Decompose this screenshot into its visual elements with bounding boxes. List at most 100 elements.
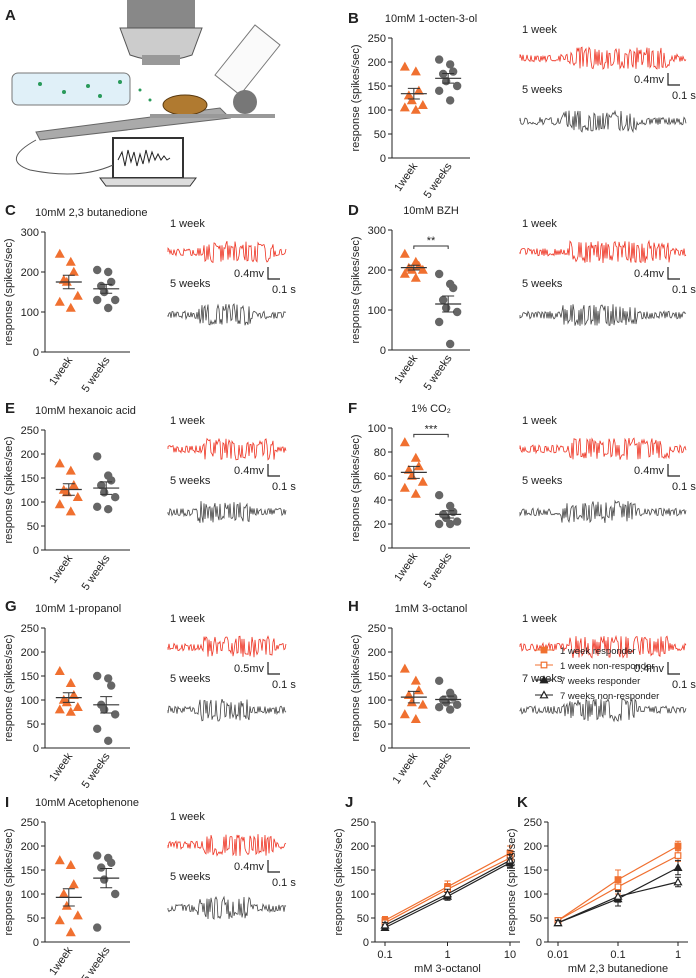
legend-label: 7 weeks non-responder [560, 691, 659, 702]
marker-circle [452, 307, 462, 317]
marker-circle [106, 277, 116, 287]
y-axis-label: response (spikes/sec) [506, 829, 518, 936]
y-tick-label: 150 [21, 473, 39, 485]
marker-triangle [65, 465, 76, 475]
panel-title: 1mM 3-octanol [395, 603, 468, 615]
y-tick-label: 200 [368, 647, 386, 659]
panel-letter: G [5, 598, 17, 615]
marker-circle [96, 863, 106, 872]
x-tick-label: 1week [392, 550, 420, 583]
scale-x-label: 0.1 s [672, 90, 696, 102]
marker-triangle [54, 704, 65, 714]
marker-circle [106, 858, 116, 868]
marker-triangle [65, 302, 76, 312]
marker-circle [92, 295, 102, 305]
trace-label: 5 weeks [522, 475, 563, 487]
marker-triangle [406, 95, 417, 105]
panel-letter: B [348, 10, 359, 27]
x-tick-label: 0.1 [610, 949, 625, 961]
sem-bar [62, 274, 75, 290]
y-tick-label: 100 [21, 307, 39, 319]
marker-triangle [54, 499, 65, 509]
scale-y-label: 0.4mv [634, 268, 664, 280]
marker-triangle [65, 677, 76, 687]
scale-y-label: 0.4mv [234, 861, 264, 873]
marker-circle [434, 519, 444, 529]
y-tick-label: 50 [27, 719, 39, 731]
scale-y-label: 0.4mv [634, 663, 664, 675]
marker-circle [452, 517, 462, 526]
marker-triangle [410, 675, 421, 685]
legend-label: 1 week non-responder [560, 661, 655, 672]
marker-circle [452, 700, 462, 710]
marker-circle [92, 671, 102, 681]
trace [519, 46, 687, 70]
trace-label: 1 week [170, 613, 205, 625]
x-tick-label: 5 weeks [80, 552, 113, 592]
marker-circle [441, 303, 451, 313]
trace-label: 5 weeks [522, 278, 563, 290]
y-tick-label: 250 [21, 623, 39, 635]
trace-label: 1 week [522, 218, 557, 230]
x-tick-label: 5 weeks [422, 352, 455, 392]
marker-triangle [673, 877, 683, 886]
y-tick-label: 200 [21, 647, 39, 659]
scale-y-label: 0.4mv [634, 465, 664, 477]
marker-triangle [673, 862, 683, 871]
marker-triangle [410, 272, 421, 282]
marker-triangle [54, 915, 65, 925]
trace-label: 5 weeks [170, 475, 211, 487]
scale-bar [667, 73, 680, 86]
y-axis-label: response (spikes/sec) [350, 635, 362, 742]
odor-tube [11, 72, 131, 106]
trace [519, 697, 687, 723]
marker-triangle [399, 709, 410, 719]
marker-triangle [54, 665, 65, 675]
scale-x-label: 0.1 s [672, 679, 696, 691]
y-tick-label: 0 [33, 347, 39, 359]
x-tick-label: 1 week [390, 750, 420, 786]
marker-triangle [54, 248, 65, 258]
microscope-body [127, 0, 195, 28]
panel-title: 10mM BZH [403, 205, 459, 217]
scale-bar [667, 464, 680, 477]
marker-circle [452, 81, 462, 91]
marker-triangle [399, 268, 410, 278]
marker-triangle [72, 491, 83, 501]
marker-triangle [417, 699, 428, 709]
x-tick-label: 5 weeks [422, 550, 455, 590]
trace [519, 437, 687, 460]
legend-label: 1 week responder [560, 646, 636, 657]
marker-triangle [65, 927, 76, 937]
marker-circle [448, 67, 458, 76]
y-tick-label: 300 [368, 225, 386, 237]
y-axis-label: response (spikes/sec) [3, 635, 15, 742]
x-tick-label: 5 weeks [80, 354, 113, 394]
y-tick-label: 300 [21, 227, 39, 239]
marker-circle [103, 736, 113, 746]
y-tick-label: 50 [530, 913, 542, 925]
x-tick-label: 1 [675, 949, 681, 961]
marker-square [674, 842, 682, 850]
stage [150, 114, 275, 118]
marker-circle [434, 86, 444, 96]
y-tick-label: 0 [33, 937, 39, 949]
scale-bar [267, 267, 280, 280]
marker-triangle [68, 879, 79, 889]
marker-triangle [58, 888, 69, 898]
significance-bracket [413, 433, 449, 438]
stage-knob [233, 90, 257, 114]
marker-triangle [406, 697, 417, 707]
x-tick-label: 1week [47, 552, 75, 585]
y-tick-label: 100 [524, 889, 542, 901]
y-tick-label: 0 [380, 345, 386, 357]
electrode-holder [214, 24, 281, 96]
marker-circle [445, 60, 455, 69]
marker-triangle [399, 437, 410, 447]
x-tick-label: 1week [392, 352, 420, 385]
panel-title: 10mM 1-octen-3-ol [385, 13, 477, 25]
trace [519, 239, 687, 264]
panel-letter: H [348, 598, 359, 615]
panel-letter: K [517, 794, 528, 811]
y-tick-label: 0 [33, 743, 39, 755]
